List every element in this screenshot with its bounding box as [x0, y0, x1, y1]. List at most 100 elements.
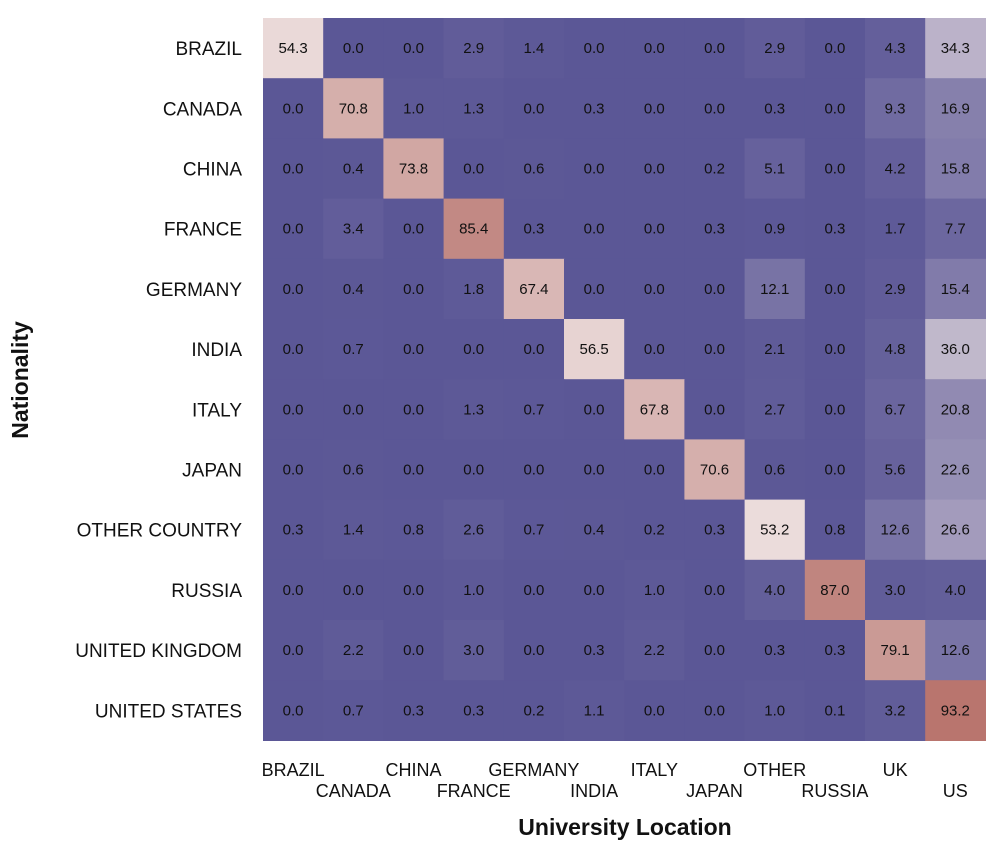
row-tick-label: GERMANY [146, 280, 242, 301]
cell-value-label: 0.8 [403, 522, 424, 539]
heatmap-cell [804, 680, 866, 741]
cell-value-label: 0.0 [403, 221, 424, 238]
heatmap-cell [925, 559, 986, 621]
cell-value-label: 0.0 [283, 341, 304, 358]
heatmap-cell [624, 198, 685, 260]
heatmap-cell [564, 439, 625, 501]
heatmap-cell [804, 78, 866, 139]
heatmap-cell [804, 499, 866, 561]
heatmap-cell [744, 78, 806, 139]
heatmap-cell [263, 439, 324, 501]
cell-value-label: 22.6 [941, 462, 970, 479]
heatmap-cell [865, 499, 926, 561]
heatmap-cell [503, 559, 565, 621]
cell-value-label: 0.0 [584, 161, 605, 178]
cell-value-label: 53.2 [760, 522, 789, 539]
heatmap-cell [503, 138, 565, 200]
heatmap-cell [263, 680, 324, 741]
cell-value-label: 0.3 [704, 522, 725, 539]
heatmap-cell [443, 439, 505, 501]
heatmap-cell [684, 559, 746, 621]
heatmap-cell [503, 198, 565, 260]
cell-value-label: 0.4 [584, 522, 605, 539]
heatmap-cell [684, 620, 746, 681]
heatmap-cell [263, 258, 324, 320]
cell-value-label: 1.0 [764, 702, 785, 719]
heatmap-cell [624, 620, 685, 681]
cell-value-label: 3.4 [343, 221, 364, 238]
heatmap-cell [684, 680, 746, 741]
heatmap-cell [684, 78, 746, 139]
cell-value-label: 4.0 [945, 582, 966, 599]
cell-value-label: 0.0 [644, 281, 665, 298]
cell-value-label: 2.9 [463, 40, 484, 57]
cell-value-label: 79.1 [880, 642, 909, 659]
cell-value-label: 0.2 [644, 522, 665, 539]
cell-value-label: 0.0 [283, 642, 304, 659]
heatmap-cell [624, 439, 685, 501]
heatmap-cell [383, 78, 445, 139]
cell-value-label: 0.0 [824, 40, 845, 57]
cell-value-label: 15.8 [941, 161, 970, 178]
heatmap-cell [443, 78, 505, 139]
heatmap-cell [744, 379, 806, 440]
column-tick-label: RUSSIA [801, 781, 868, 801]
row-tick-label: OTHER COUNTRY [77, 521, 243, 542]
heatmap-cell [624, 18, 685, 79]
cell-value-label: 0.3 [764, 100, 785, 117]
heatmap-cell [744, 620, 806, 681]
cell-value-label: 0.0 [343, 401, 364, 418]
cell-value-label: 0.0 [704, 642, 725, 659]
cell-value-label: 0.0 [704, 401, 725, 418]
cell-value-label: 67.8 [640, 401, 669, 418]
cell-value-label: 1.0 [463, 582, 484, 599]
heatmap-cell [744, 680, 806, 741]
row-tick-label: INDIA [191, 340, 242, 361]
column-tick-label: OTHER [743, 760, 806, 780]
cell-value-label: 0.3 [584, 642, 605, 659]
cell-value-label: 12.6 [880, 522, 909, 539]
cell-value-label: 0.0 [403, 341, 424, 358]
cell-value-label: 12.6 [941, 642, 970, 659]
cell-value-label: 0.0 [523, 341, 544, 358]
cell-value-label: 0.0 [463, 462, 484, 479]
heatmap-cell [383, 198, 445, 260]
heatmap-cell [383, 18, 445, 79]
heatmap-cell [564, 198, 625, 260]
cell-value-label: 2.1 [764, 341, 785, 358]
column-tick-label: JAPAN [686, 781, 743, 801]
heatmap-cell [263, 620, 324, 681]
heatmap-cell [323, 138, 384, 200]
heatmap-cell [925, 138, 986, 200]
cell-value-label: 1.8 [463, 281, 484, 298]
heatmap-cell [263, 559, 324, 621]
cell-value-label: 0.0 [644, 341, 665, 358]
cell-value-label: 0.0 [824, 401, 845, 418]
cell-value-label: 0.0 [644, 702, 665, 719]
heatmap-cell [383, 620, 445, 681]
cell-value-label: 4.8 [885, 341, 906, 358]
cell-value-label: 1.0 [644, 582, 665, 599]
heatmap-cell [564, 78, 625, 139]
row-labels: BRAZIL CANADA CHINA FRANCE GERMANY INDIA ITALY… [75, 39, 242, 722]
heatmap-cell [744, 198, 806, 260]
row-tick-label: CHINA [183, 160, 242, 181]
heatmap-cell [564, 258, 625, 320]
heatmap-cell [323, 680, 384, 741]
cell-value-label: 0.0 [824, 341, 845, 358]
cell-value-label: 0.9 [764, 221, 785, 238]
cell-value-label: 0.3 [523, 221, 544, 238]
heatmap-cell [624, 499, 685, 561]
cell-value-label: 36.0 [941, 341, 970, 358]
heatmap-cell [624, 319, 685, 380]
heatmap-cell [503, 18, 565, 79]
cell-value-label: 20.8 [941, 401, 970, 418]
cell-value-label: 0.0 [403, 462, 424, 479]
cell-value-label: 0.0 [523, 582, 544, 599]
heatmap-cell [684, 379, 746, 440]
row-tick-label: FRANCE [164, 220, 242, 241]
heatmap-cell [323, 439, 384, 501]
heatmap-cell [865, 138, 926, 200]
column-tick-label: CHINA [385, 760, 441, 780]
